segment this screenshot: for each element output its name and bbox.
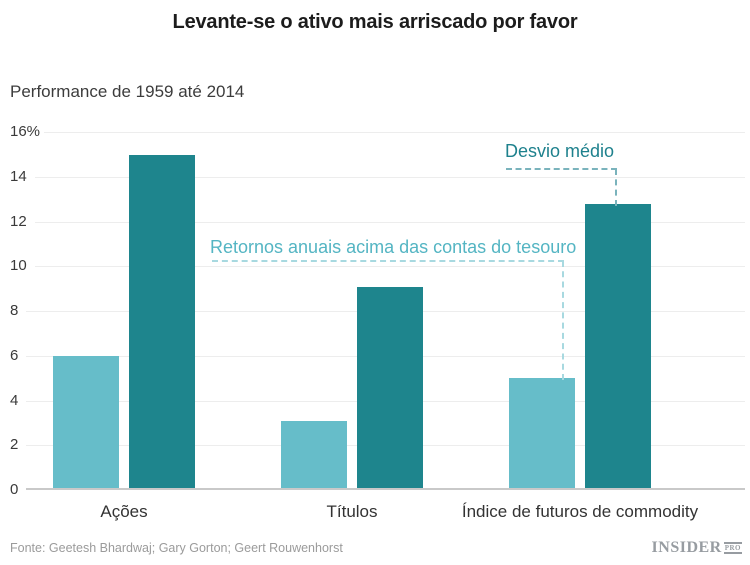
x-axis-baseline (26, 488, 745, 490)
bar-chart-plot-area: 0 2 4 6 8 10 12 14 16% (0, 123, 750, 498)
bar-stdev-1 (129, 155, 195, 488)
gridline-16 (44, 132, 745, 133)
bar-returns-1 (53, 356, 119, 488)
brand-name: INSIDER (651, 539, 722, 556)
gridline-12 (35, 222, 745, 223)
gridline-14 (35, 177, 745, 178)
source-credit: Fonte: Geetesh Bhardwaj; Gary Gorton; Ge… (10, 541, 343, 555)
y-tick-label-10: 10 (10, 257, 27, 274)
y-tick-label-8: 8 (10, 302, 19, 319)
annotation-stdev-connector-vertical (615, 169, 617, 206)
annotation-returns-connector-vertical (562, 261, 564, 380)
y-tick-label-6: 6 (10, 347, 19, 364)
y-tick-label-14: 14 (10, 168, 27, 185)
annotation-stdev-label: Desvio médio (505, 141, 615, 161)
annotation-returns-label: Retornos anuais acima das contas do teso… (210, 237, 577, 257)
chart-title: Levante-se o ativo mais arriscado por fa… (172, 11, 578, 33)
y-tick-label-0: 0 (10, 481, 19, 498)
y-tick-label-2: 2 (10, 436, 19, 453)
x-tick-label-2: Títulos (326, 502, 378, 521)
brand-suffix: PRO (723, 542, 742, 554)
x-tick-label-1: Ações (100, 502, 148, 521)
brand-logo: INSIDER PRO (652, 539, 742, 557)
x-tick-label-3: Índice de futuros de commodity (461, 502, 699, 521)
annotation-returns-connector-horizontal (212, 260, 564, 262)
bar-returns-3 (509, 378, 575, 488)
gridline-10 (35, 266, 745, 267)
y-tick-label-16: 16% (10, 123, 41, 140)
bar-stdev-2 (357, 287, 423, 488)
chart-subtitle: Performance de 1959 até 2014 (10, 82, 245, 101)
bar-stdev-3 (585, 204, 651, 488)
annotation-stdev-connector-horizontal (506, 168, 617, 170)
bar-returns-2 (281, 421, 347, 488)
y-tick-label-12: 12 (10, 213, 27, 230)
y-tick-label-4: 4 (10, 392, 19, 409)
